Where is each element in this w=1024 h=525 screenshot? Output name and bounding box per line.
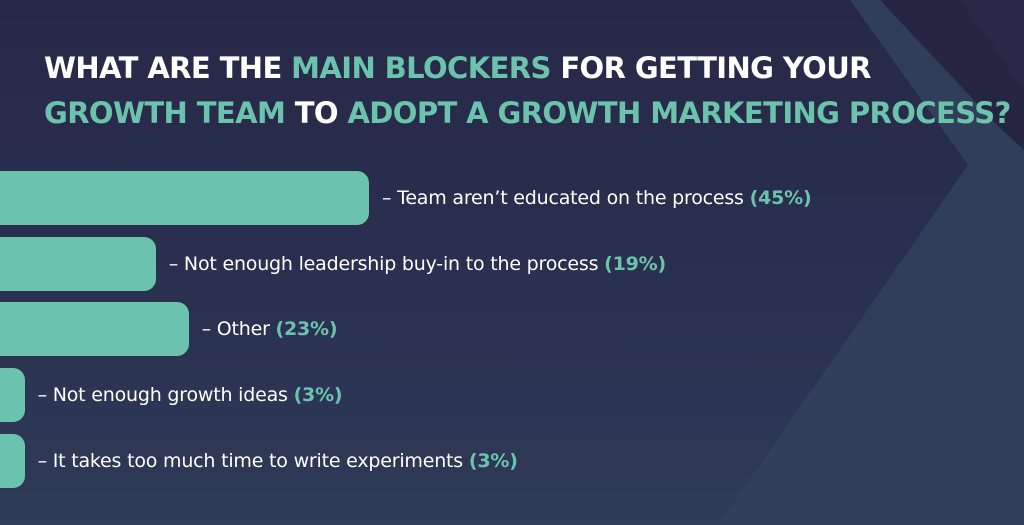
bar-label: – Other (23%) (202, 302, 338, 356)
bar-label: – Not enough growth ideas (3%) (38, 368, 343, 422)
bar-value-label: (45%) (749, 187, 812, 209)
bar-category-label: – Team aren’t educated on the process (382, 187, 750, 209)
title-line-2: GROWTH TEAM TO ADOPT A GROWTH MARKETING … (44, 91, 1011, 136)
bar-category-label: – It takes too much time to write experi… (37, 450, 469, 472)
bar-value-label: (3%) (468, 450, 518, 472)
bar (0, 434, 25, 488)
title-line-2-part: TO (285, 96, 348, 130)
title-line-2-highlight: GROWTH TEAM (44, 96, 286, 130)
bar-category-label: – Other (201, 318, 276, 340)
bar (0, 302, 189, 356)
bar (0, 171, 369, 225)
bar-label: – It takes too much time to write experi… (38, 434, 518, 488)
title-line-1: WHAT ARE THE MAIN BLOCKERS FOR GETTING Y… (44, 46, 984, 91)
title-line-1-part: WHAT ARE THE (44, 51, 292, 85)
bar-category-label: – Not enough leadership buy-in to the pr… (168, 253, 605, 275)
bar-value-label: (23%) (275, 318, 338, 340)
bar-category-label: – Not enough growth ideas (37, 384, 294, 406)
chart-title: WHAT ARE THE MAIN BLOCKERS FOR GETTING Y… (44, 46, 1011, 136)
background-chevron-stripe (960, 0, 1024, 90)
title-line-2-highlight: ADOPT A GROWTH MARKETING PROCESS? (347, 96, 1011, 130)
bar-label: – Not enough leadership buy-in to the pr… (169, 237, 666, 291)
title-line-1-part: FOR GETTING YOUR (550, 51, 871, 85)
bar-label: – Team aren’t educated on the process (4… (382, 171, 812, 225)
bar-value-label: (3%) (293, 384, 343, 406)
title-line-1-highlight: MAIN BLOCKERS (291, 51, 551, 85)
bar-value-label: (19%) (604, 253, 666, 275)
bar (0, 368, 25, 422)
bar (0, 237, 156, 291)
background-chevron-large (718, 0, 1024, 525)
